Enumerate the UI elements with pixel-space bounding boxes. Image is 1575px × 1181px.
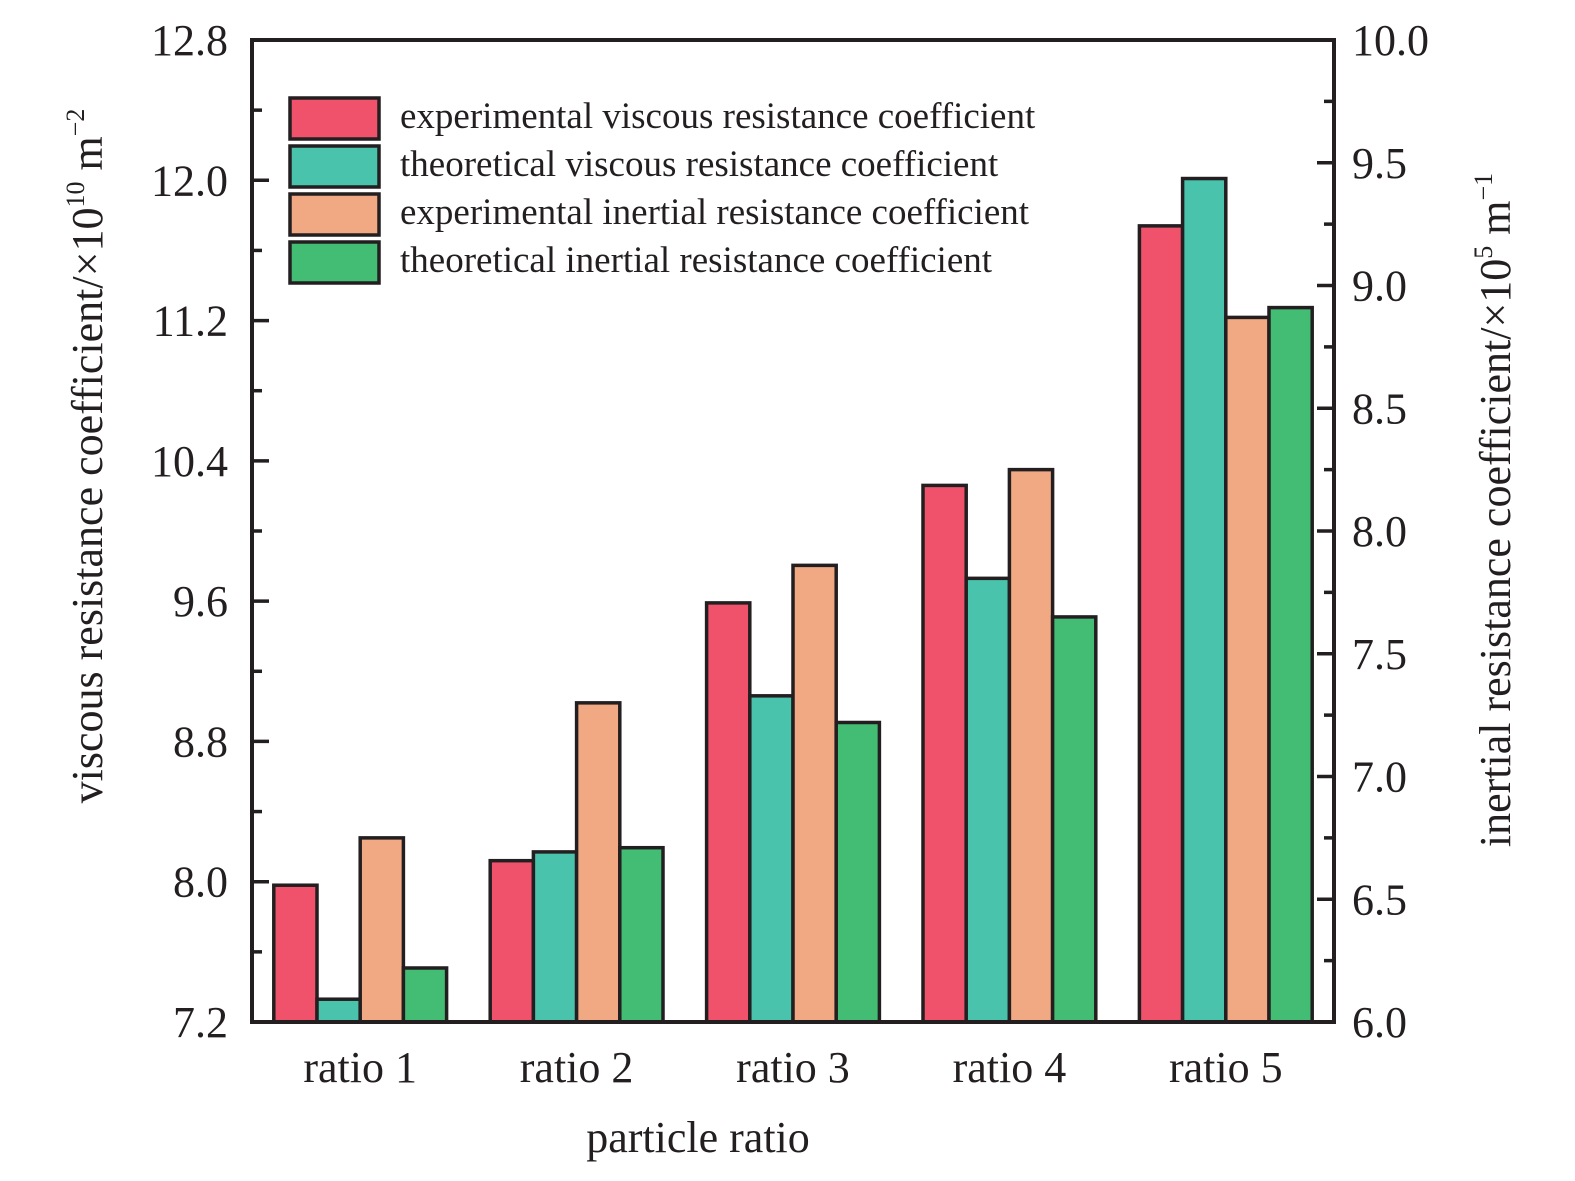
x-tick-label: ratio 4 — [953, 1043, 1067, 1092]
bar-4-ratio-4 — [1050, 615, 1098, 1024]
legend-item: theoretical inertial resistance coeffici… — [288, 240, 993, 285]
legend-label: experimental viscous resistance coeffici… — [400, 96, 1036, 137]
bar-1-ratio-2 — [488, 858, 536, 1024]
bar-3-ratio-3 — [791, 563, 838, 1024]
y-right-title-main: inertial resistance coefficient/×10 — [1471, 259, 1520, 847]
y-left-tick-label: 8.0 — [173, 858, 228, 907]
y-left-title-main: viscous resistance coefficient/×10 — [63, 208, 112, 804]
ticks-layer — [252, 99, 1334, 963]
legend-swatch — [288, 144, 381, 189]
legend-label: experimental inertial resistance coeffic… — [400, 192, 1030, 233]
y-right-tick-label: 9.5 — [1352, 139, 1407, 188]
bar-1-ratio-5 — [1137, 224, 1185, 1024]
bar-3-ratio-2 — [574, 701, 622, 1024]
y-left-tick-label: 12.8 — [151, 16, 228, 65]
bar-1-ratio-1 — [272, 883, 319, 1024]
bar-3-ratio-4 — [1007, 467, 1055, 1024]
y-right-tick-label: 9.0 — [1352, 262, 1407, 311]
bar-3-ratio-5 — [1224, 315, 1271, 1024]
y-left-tick-label: 12.0 — [151, 156, 228, 205]
y-left-tick-label: 11.2 — [153, 297, 228, 346]
y-left-title-exp: 10 — [61, 182, 90, 208]
x-axis-title: particle ratio — [586, 1113, 810, 1162]
x-tick-label: ratio 1 — [303, 1043, 417, 1092]
bar-2-ratio-4 — [964, 576, 1012, 1024]
legend-swatch — [288, 240, 381, 285]
x-tick-label: ratio 3 — [736, 1043, 850, 1092]
legend-item: experimental inertial resistance coeffic… — [288, 192, 1030, 237]
y-left-tick-label: 8.8 — [173, 717, 228, 766]
y-right-title-unit-exp: −1 — [1469, 173, 1498, 201]
y-right-tick-label: 8.0 — [1352, 507, 1407, 556]
y-right-tick-label: 10.0 — [1352, 16, 1429, 65]
y-right-tick-label: 6.0 — [1352, 998, 1407, 1047]
y-left-title-unit-exp: −2 — [61, 109, 90, 137]
bar-4-ratio-1 — [401, 966, 449, 1024]
bar-4-ratio-2 — [618, 845, 665, 1024]
legend-item: theoretical viscous resistance coefficie… — [288, 144, 999, 189]
tick-labels-layer: 7.2 8.0 8.8 9.6 10.4 11.2 12.0 12.8 6.0 6.5 7.0 7.5… — [151, 16, 1429, 1092]
y-right-tick-label: 8.5 — [1352, 384, 1407, 433]
bar-4-ratio-5 — [1267, 305, 1314, 1024]
bar-4-ratio-3 — [834, 720, 882, 1024]
bar-2-ratio-5 — [1180, 176, 1228, 1024]
y-right-axis-title: inertial resistance coefficient/×105 m−1 — [1469, 173, 1520, 847]
x-tick-label: ratio 2 — [520, 1043, 634, 1092]
x-tick-label: ratio 5 — [1169, 1043, 1283, 1092]
bar-2-ratio-3 — [748, 694, 795, 1024]
y-right-title-exp: 5 — [1469, 246, 1498, 259]
y-right-tick-label: 7.5 — [1352, 630, 1407, 679]
bar-1-ratio-3 — [704, 601, 752, 1024]
y-left-title-unit: m — [63, 136, 112, 181]
y-right-tick-label: 6.5 — [1352, 875, 1407, 924]
bars-layer — [272, 176, 1314, 1024]
legend-label: theoretical inertial resistance coeffici… — [400, 240, 993, 281]
bar-3-ratio-1 — [358, 836, 406, 1024]
y-left-tick-label: 9.6 — [173, 577, 228, 626]
y-left-tick-label: 10.4 — [151, 437, 228, 486]
y-right-title-unit: m — [1471, 201, 1520, 246]
bar-2-ratio-1 — [315, 997, 362, 1024]
y-right-tick-label: 7.0 — [1352, 753, 1407, 802]
bar-1-ratio-4 — [921, 483, 968, 1024]
legend: experimental viscous resistance coeffici… — [288, 96, 1036, 285]
bar-2-ratio-2 — [531, 850, 579, 1024]
y-left-axis-title: viscous resistance coefficient/×1010 m−2 — [61, 109, 112, 804]
legend-label: theoretical viscous resistance coefficie… — [400, 144, 999, 185]
y-left-tick-label: 7.2 — [173, 998, 228, 1047]
legend-item: experimental viscous resistance coeffici… — [288, 96, 1036, 141]
legend-swatch — [288, 192, 381, 237]
legend-swatch — [288, 96, 381, 141]
